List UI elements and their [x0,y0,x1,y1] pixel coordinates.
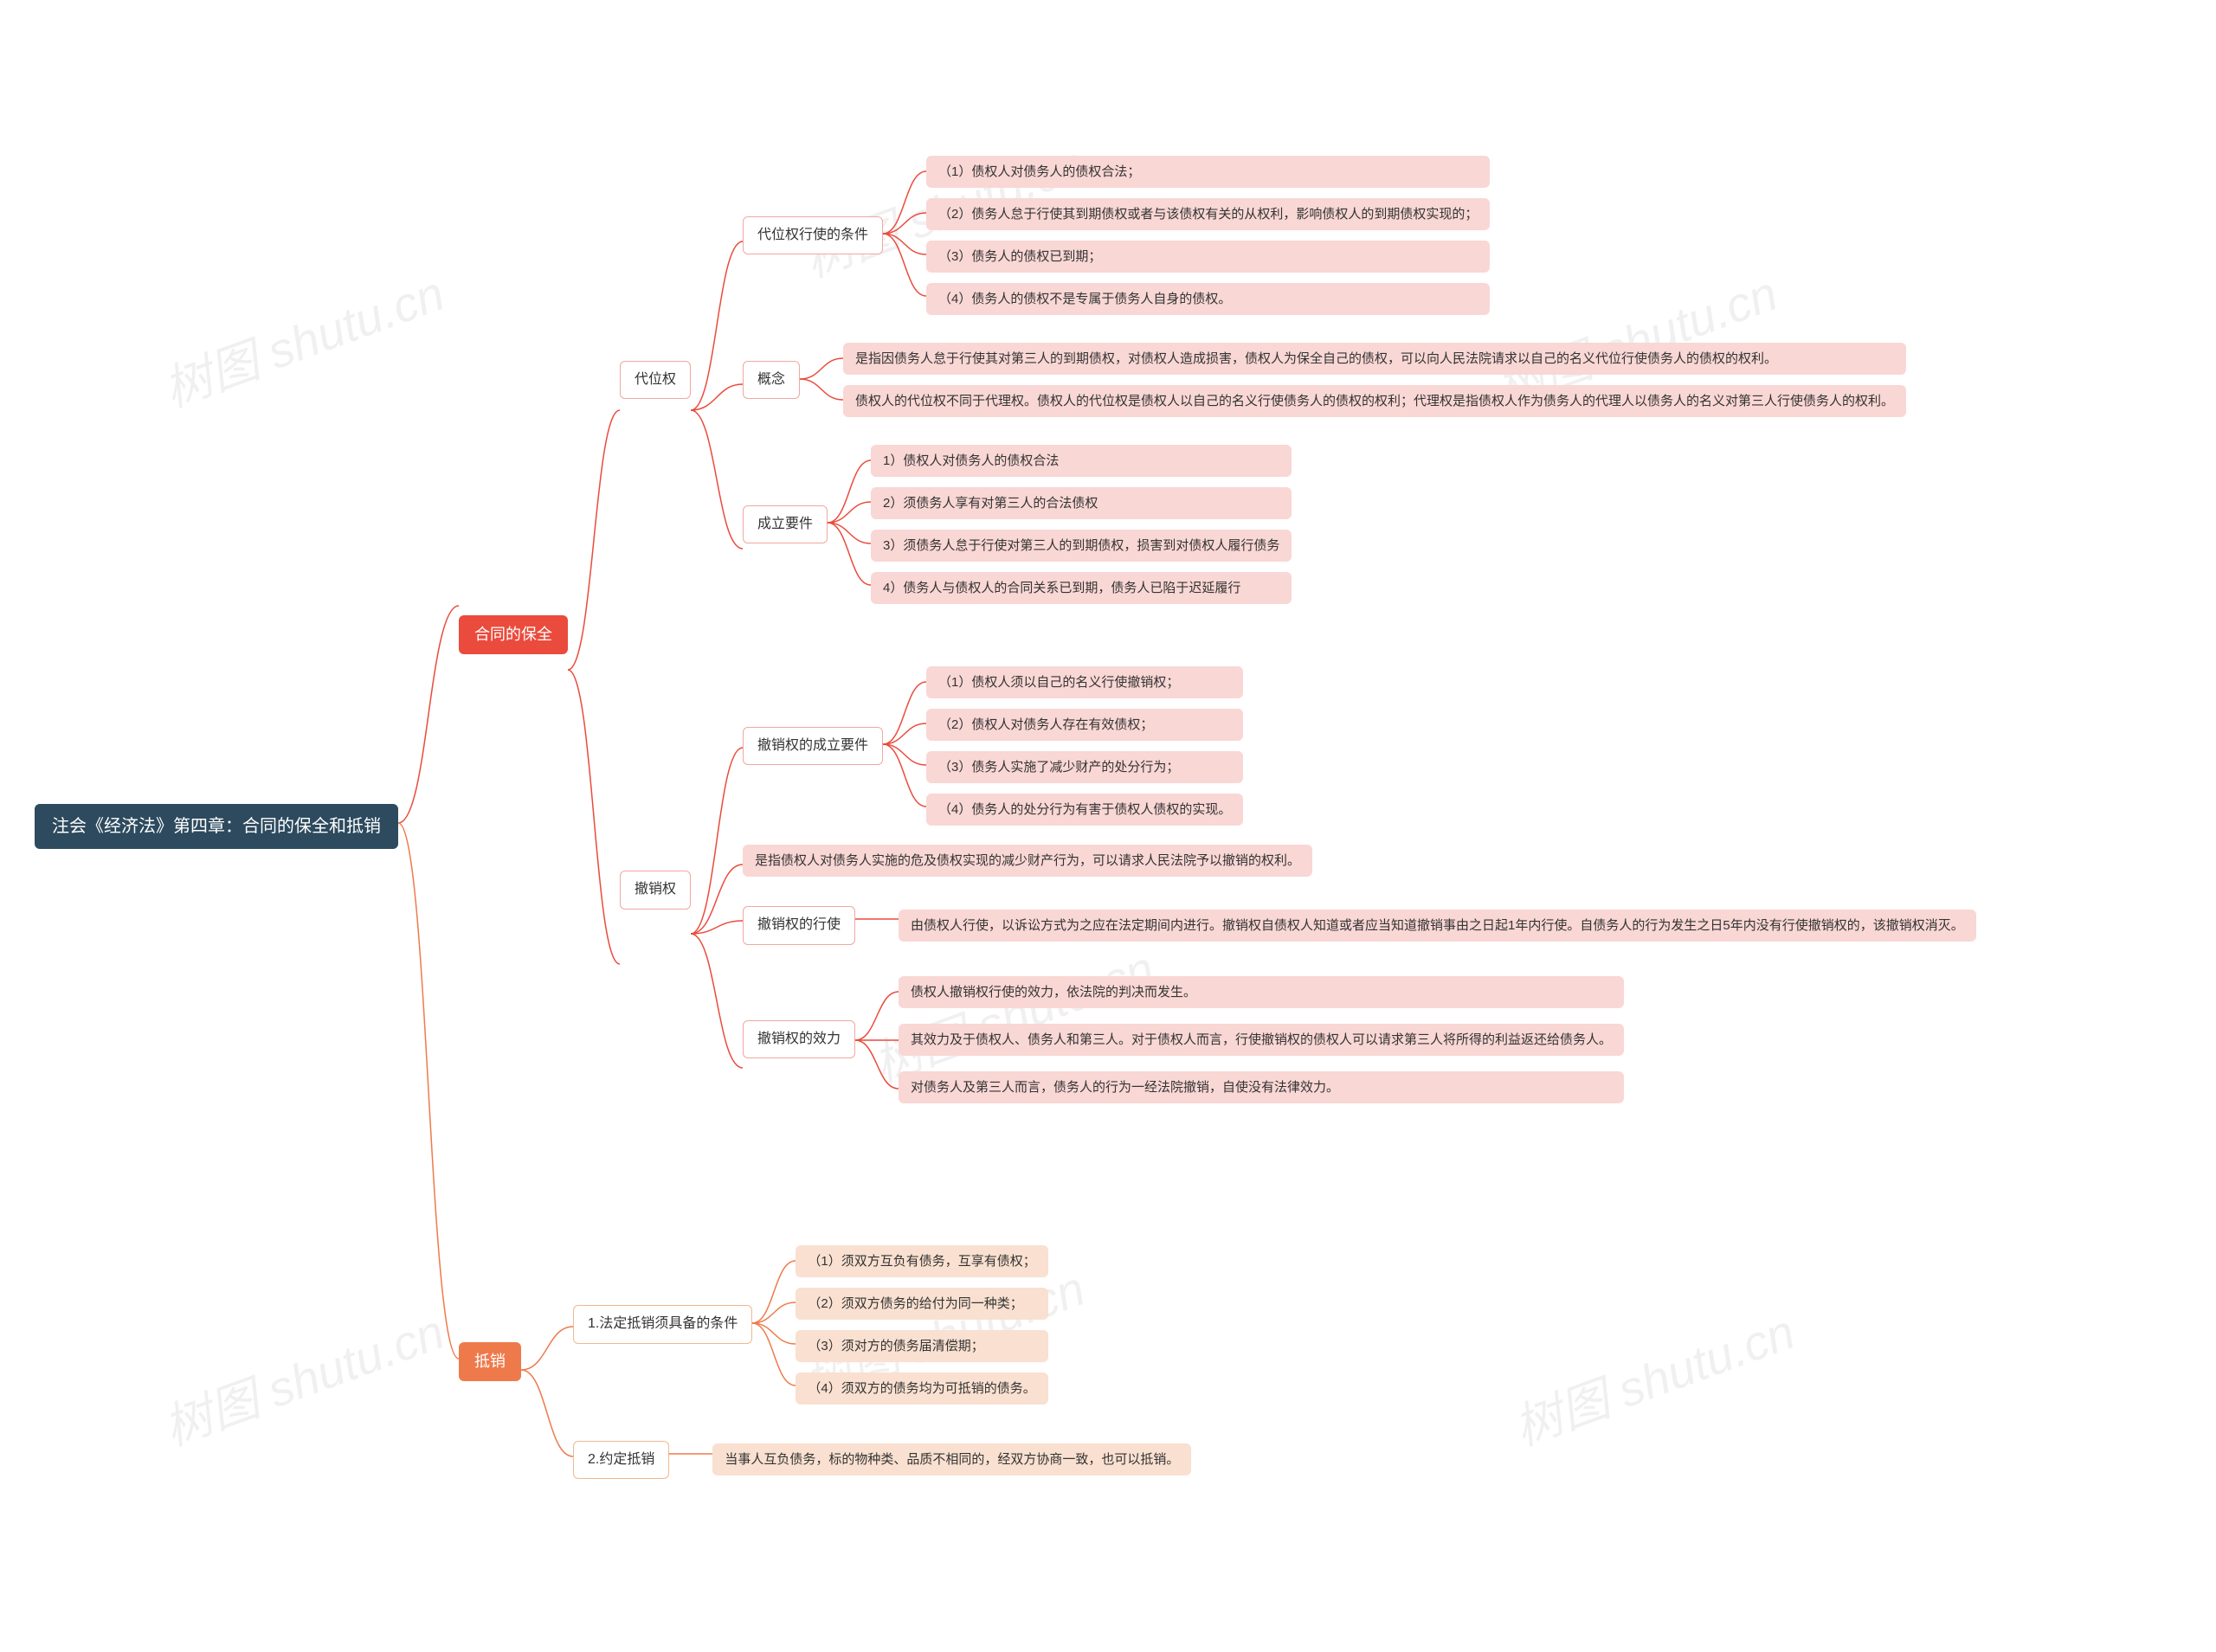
connector [669,1436,712,1484]
group-revoke-establish: 撤销权的成立要件 （1）债权人须以自己的名义行使撤销权； [743,661,1976,831]
conditions-node[interactable]: 代位权行使的条件 [743,216,883,254]
group-revoke-exercise: 撤销权的行使 由债权人行使，以诉讼方式为之应在法定期间内进行。撤销权自债权人知道… [743,901,1976,949]
leaf[interactable]: 1）债权人对债务人的债权合法 [871,445,1292,477]
sub-agreed-offset: 2.约定抵销 当事人互负债务，标的物种类、品质不相同的，经双方协商一致，也可以抵… [573,1436,1191,1484]
sub-subrogation: 代位权 代位权行使的条件 [620,151,1976,609]
leaf[interactable]: （4）债务人的债权不是专属于债务人自身的债权。 [926,283,1490,315]
leaf[interactable]: （2）债权人对债务人存在有效债权； [926,709,1243,741]
branch-preservation: 合同的保全 代位权 [459,125,1976,1144]
leaf[interactable]: （4）须双方的债务均为可抵销的债务。 [796,1372,1047,1405]
leaf[interactable]: 4）债务人与债权人的合同关系已到期，债务人已陷于迟延履行 [871,572,1292,604]
leaf[interactable]: 是指因债务人怠于行使其对第三人的到期债权，对债权人造成损害，债权人为保全自己的债… [843,343,1906,375]
revoke-exercise-leaves: 由债权人行使，以诉讼方式为之应在法定期间内进行。撤销权自债权人知道或者应当知道撤… [899,904,1976,947]
branch-preservation-node[interactable]: 合同的保全 [459,615,568,654]
revocation-children: 撤销权的成立要件 （1）债权人须以自己的名义行使撤销权； [743,661,1976,1118]
sub-revocation: 撤销权 撤销权的成立要件 [620,661,1976,1118]
revoke-establish-node[interactable]: 撤销权的成立要件 [743,727,883,765]
group-revoke-effect: 撤销权的效力 债权人撤销权行使的效力，依法院的判决而发生。 其效力及于债权人 [743,971,1976,1109]
revoke-establish-leaves: （1）债权人须以自己的名义行使撤销权； （2）债权人对债务人存在有效债权； （3… [926,661,1243,831]
connector [521,1240,573,1484]
branches: 合同的保全 代位权 [459,99,1976,1553]
sub-revocation-node[interactable]: 撤销权 [620,871,691,909]
offset-children: 1.法定抵销须具备的条件 （1）须双方互负有债务，互享有债权； （2）须双方债务… [573,1240,1191,1484]
connector [691,661,743,1118]
leaf[interactable]: 对债务人及第三人而言，债务人的行为一经法院撤销，自使没有法律效力。 [899,1071,1624,1103]
connector [883,151,926,320]
leaf[interactable]: （3）债务人的债权已到期； [926,241,1490,273]
group-conditions: 代位权行使的条件 （1）债权人对债务人的债权合法； [743,151,1906,320]
connector [855,971,899,1109]
leaf[interactable]: （2）债务人怠于行使其到期债权或者与该债权有关的从权利，影响债权人的到期债权实现… [926,198,1490,230]
revoke-exercise-node[interactable]: 撤销权的行使 [743,906,855,944]
leaf[interactable]: 由债权人行使，以诉讼方式为之应在法定期间内进行。撤销权自债权人知道或者应当知道撤… [899,910,1976,942]
connector [800,337,843,422]
leaf[interactable]: 债权人撤销权行使的效力，依法院的判决而发生。 [899,976,1624,1008]
root-node[interactable]: 注会《经济法》第四章：合同的保全和抵销 [35,804,398,849]
concept-leaves: 是指因债务人怠于行使其对第三人的到期债权，对债权人造成损害，债权人为保全自己的债… [843,337,1906,422]
leaf[interactable]: （2）须双方债务的给付为同一种类； [796,1288,1047,1320]
revoke-effect-leaves: 债权人撤销权行使的效力，依法院的判决而发生。 其效力及于债权人、债务人和第三人。… [899,971,1624,1109]
leaf[interactable]: （4）债务人的处分行为有害于债权人债权的实现。 [926,794,1243,826]
leaf[interactable]: 当事人互负债务，标的物种类、品质不相同的，经双方协商一致，也可以抵销。 [712,1443,1191,1475]
establish-node[interactable]: 成立要件 [743,505,828,543]
agreed-offset-node[interactable]: 2.约定抵销 [573,1441,669,1479]
preservation-children: 代位权 代位权行使的条件 [620,125,1976,1144]
revoke-effect-node[interactable]: 撤销权的效力 [743,1020,855,1058]
leaf[interactable]: 3）须债务人怠于行使对第三人的到期债权，损害到对债权人履行债务 [871,530,1292,562]
connector [828,440,871,609]
mindmap-container: 注会《经济法》第四章：合同的保全和抵销 合同的保全 代位权 [35,0,1976,1652]
leaf[interactable]: 2）须债务人享有对第三人的合法债权 [871,487,1292,519]
subrogation-children: 代位权行使的条件 （1）债权人对债务人的债权合法； [743,151,1906,609]
group-concept: 概念 是指因债务人怠于行使其对第三人的到期债权，对债权人造成损害，债权人为保全自… [743,337,1906,422]
connector [568,125,620,1144]
sub-legal-offset: 1.法定抵销须具备的条件 （1）须双方互负有债务，互享有债权； （2）须双方债务… [573,1240,1191,1410]
leaf[interactable]: （1）债权人对债务人的债权合法； [926,156,1490,188]
connector [691,151,743,609]
connector [752,1240,796,1410]
leaf-revoke-def[interactable]: 是指债权人对债务人实施的危及债权实现的减少财产行为，可以请求人民法院予以撤销的权… [743,845,1312,877]
sub-subrogation-node[interactable]: 代位权 [620,361,691,399]
leaf[interactable]: 债权人的代位权不同于代理权。债权人的代位权是债权人以自己的名义行使债务人的债权的… [843,385,1906,417]
leaf[interactable]: （3）债务人实施了减少财产的处分行为； [926,751,1243,783]
legal-offset-leaves: （1）须双方互负有债务，互享有债权； （2）须双方债务的给付为同一种类； （3）… [796,1240,1047,1410]
leaf[interactable]: （1）债权人须以自己的名义行使撤销权； [926,666,1243,698]
concept-node[interactable]: 概念 [743,361,800,399]
group-establish: 成立要件 1）债权人对债务人的债权合法 2 [743,440,1906,609]
connector [855,901,899,949]
leaf[interactable]: 其效力及于债权人、债务人和第三人。对于债权人而言，行使撤销权的债权人可以请求第三… [899,1024,1624,1056]
connector [398,0,459,1652]
branch-offset-node[interactable]: 抵销 [459,1342,521,1381]
branch-offset: 抵销 1.法定抵销须具备的条件 [459,1240,1976,1484]
connector [883,661,926,831]
establish-leaves: 1）债权人对债务人的债权合法 2）须债务人享有对第三人的合法债权 3）须债务人怠… [871,440,1292,609]
leaf[interactable]: （1）须双方互负有债务，互享有债权； [796,1245,1047,1277]
leaf[interactable]: （3）须对方的债务届清偿期； [796,1330,1047,1362]
legal-offset-node[interactable]: 1.法定抵销须具备的条件 [573,1305,752,1343]
conditions-leaves: （1）债权人对债务人的债权合法； （2）债务人怠于行使其到期债权或者与该债权有关… [926,151,1490,320]
agreed-offset-leaves: 当事人互负债务，标的物种类、品质不相同的，经双方协商一致，也可以抵销。 [712,1438,1191,1481]
